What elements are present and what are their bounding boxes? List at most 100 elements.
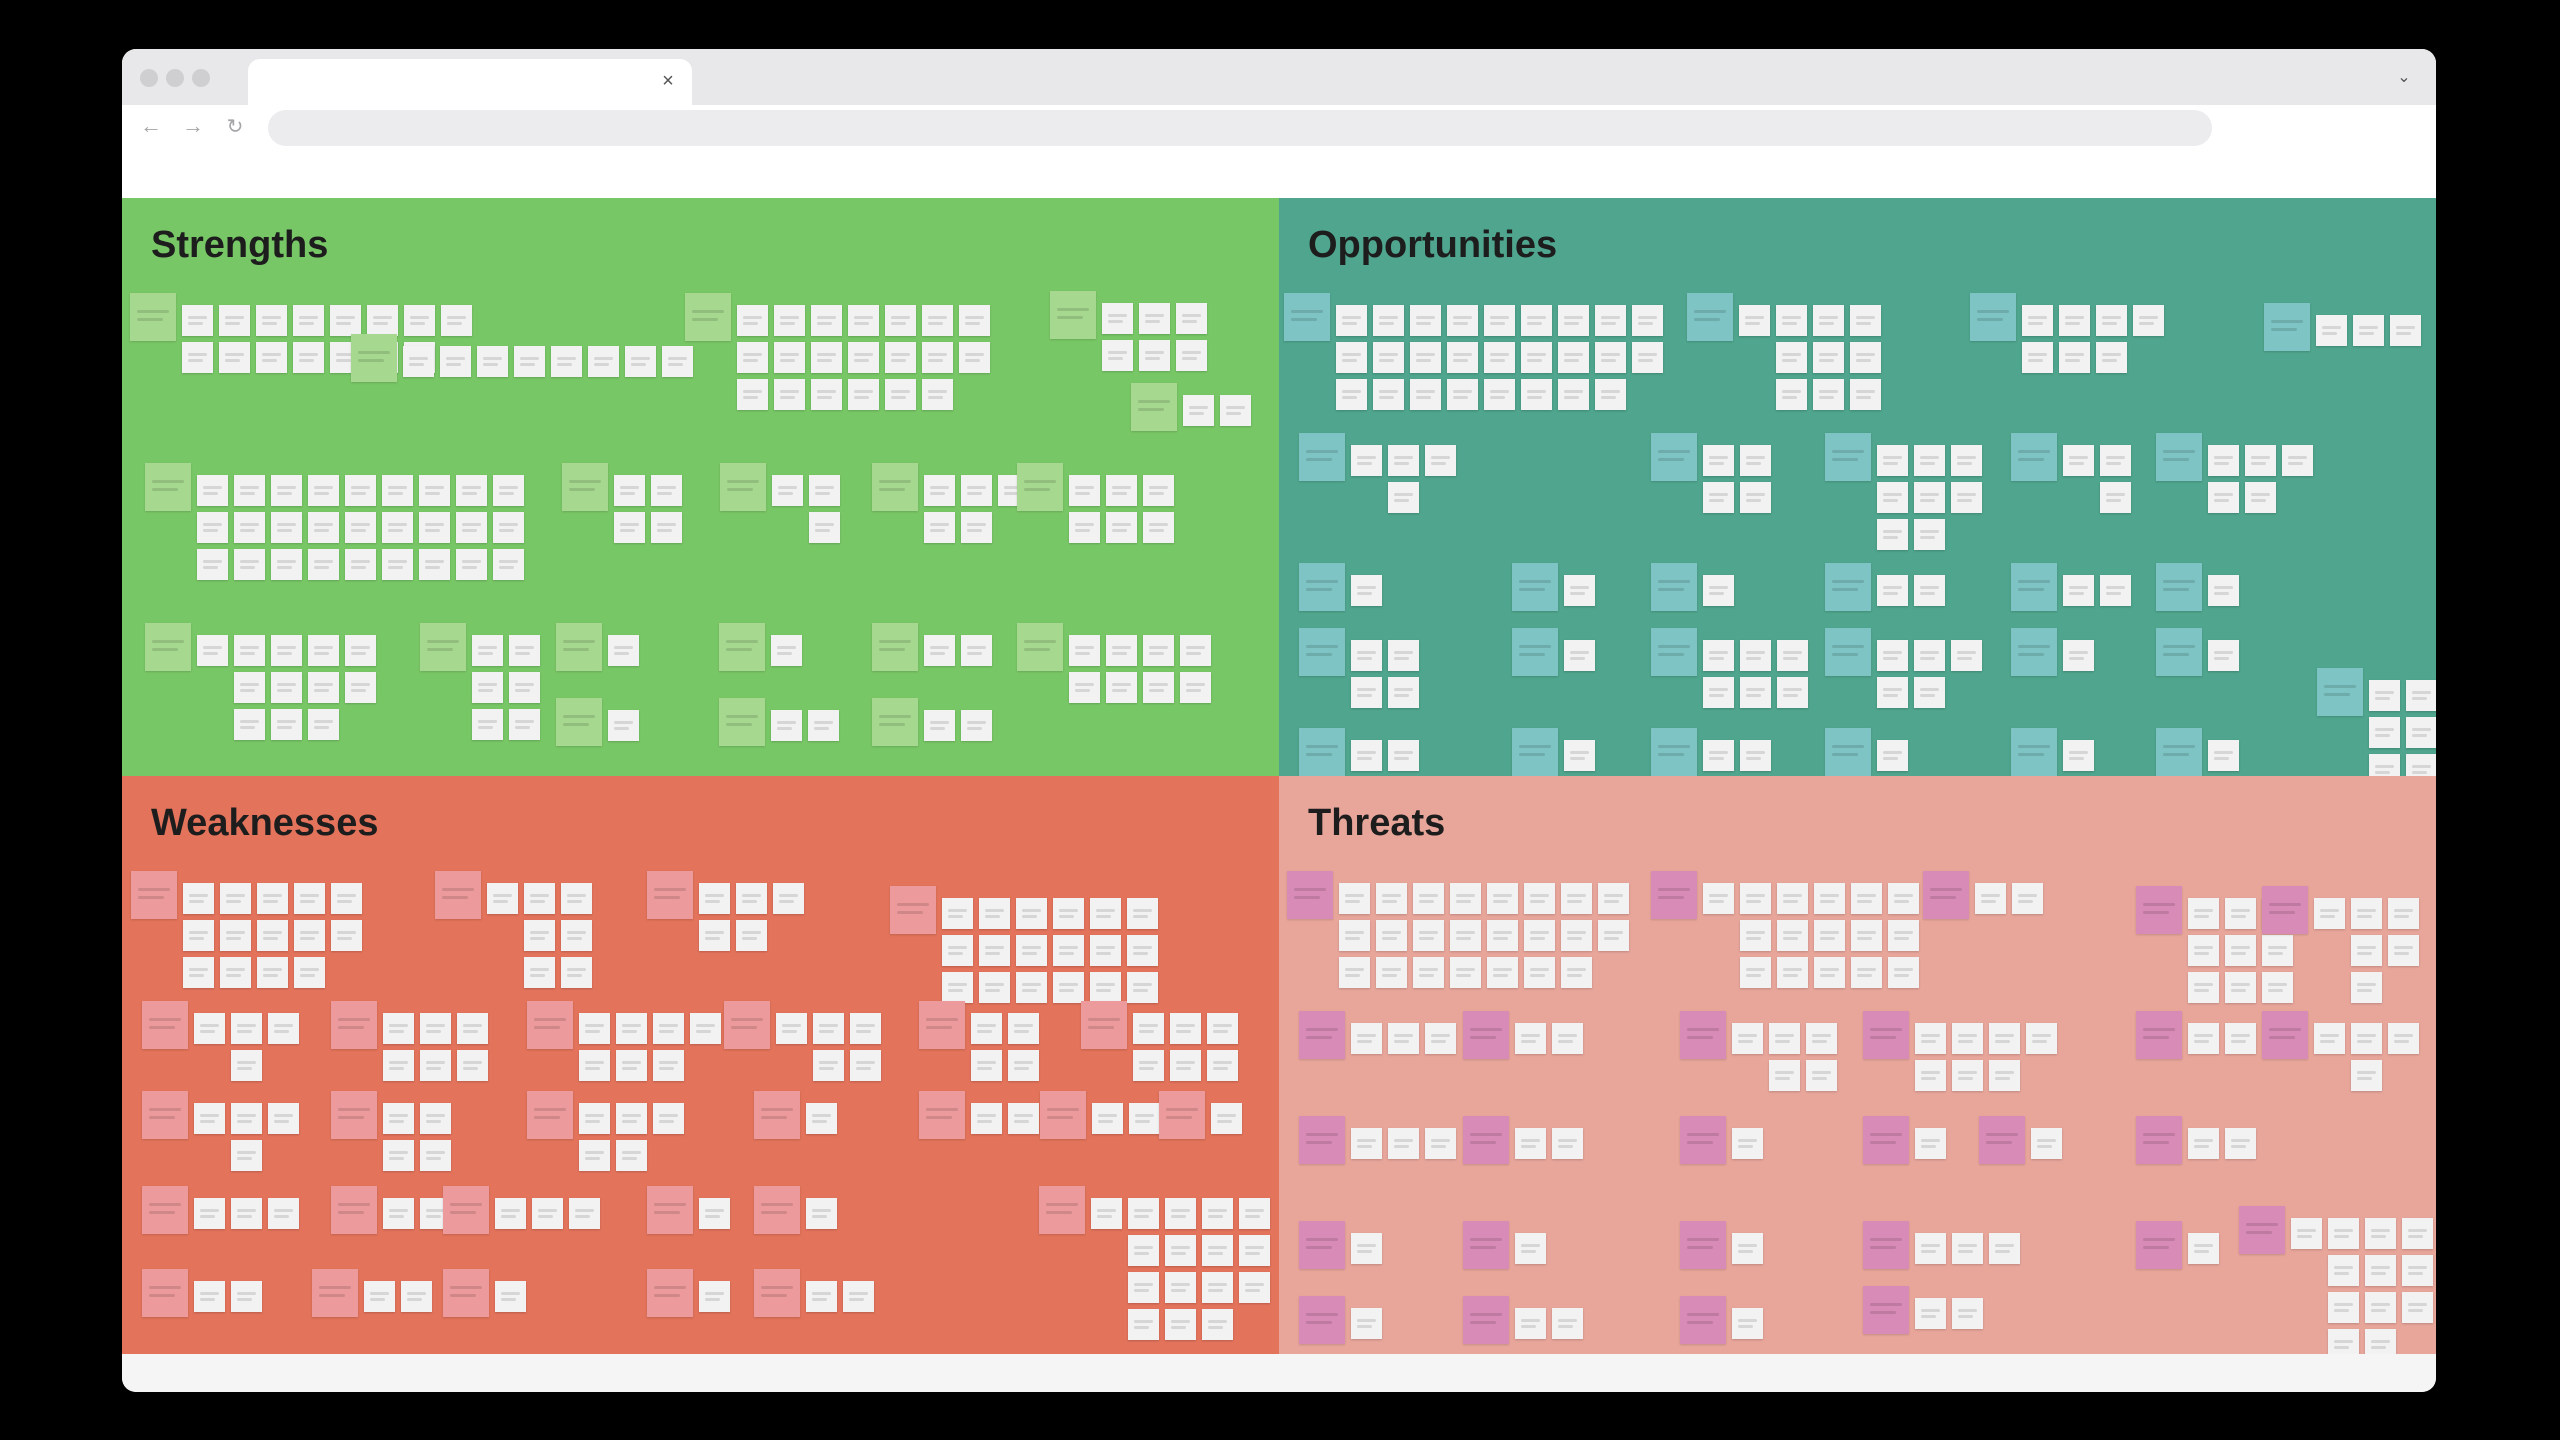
sticky-note[interactable] xyxy=(257,957,288,988)
cluster-header-note[interactable] xyxy=(1825,563,1871,611)
sticky-note[interactable] xyxy=(1777,883,1808,914)
cluster-header-note[interactable] xyxy=(130,293,176,341)
sticky-cluster[interactable] xyxy=(1463,1296,1626,1348)
sticky-cluster[interactable] xyxy=(145,623,382,740)
sticky-note[interactable] xyxy=(1239,1272,1270,1303)
sticky-cluster[interactable] xyxy=(1825,728,1914,776)
sticky-note[interactable] xyxy=(234,475,265,506)
sticky-note[interactable] xyxy=(1740,883,1771,914)
cluster-header-note[interactable] xyxy=(527,1091,573,1139)
browser-tab[interactable]: × xyxy=(248,59,692,105)
sticky-note[interactable] xyxy=(1336,305,1367,336)
sticky-note[interactable] xyxy=(524,957,555,988)
sticky-note[interactable] xyxy=(809,475,840,506)
cluster-header-note[interactable] xyxy=(1863,1221,1909,1269)
sticky-note[interactable] xyxy=(1732,1233,1763,1264)
sticky-note[interactable] xyxy=(942,898,973,929)
sticky-cluster[interactable] xyxy=(1512,563,1601,615)
sticky-note[interactable] xyxy=(1703,575,1734,606)
cluster-header-note[interactable] xyxy=(1131,383,1177,431)
sticky-note[interactable] xyxy=(2406,680,2436,711)
cluster-header-note[interactable] xyxy=(2011,728,2057,776)
cluster-header-note[interactable] xyxy=(919,1091,965,1139)
sticky-note[interactable] xyxy=(2402,1255,2433,1286)
sticky-note[interactable] xyxy=(404,305,435,336)
sticky-note[interactable] xyxy=(1388,740,1419,771)
cluster-header-note[interactable] xyxy=(1863,1011,1909,1059)
sticky-note[interactable] xyxy=(1806,1023,1837,1054)
sticky-note[interactable] xyxy=(813,1050,844,1081)
sticky-note[interactable] xyxy=(234,549,265,580)
cluster-header-note[interactable] xyxy=(1825,628,1871,676)
sticky-note[interactable] xyxy=(806,1281,837,1312)
sticky-note[interactable] xyxy=(1515,1023,1546,1054)
sticky-note[interactable] xyxy=(1595,342,1626,373)
cluster-header-note[interactable] xyxy=(556,623,602,671)
sticky-cluster[interactable] xyxy=(2136,1221,2225,1273)
sticky-note[interactable] xyxy=(737,305,768,336)
sticky-cluster[interactable] xyxy=(1463,1116,1626,1168)
sticky-note[interactable] xyxy=(294,957,325,988)
sticky-note[interactable] xyxy=(808,710,839,741)
sticky-note[interactable] xyxy=(979,935,1010,966)
sticky-note[interactable] xyxy=(1877,740,1908,771)
sticky-note[interactable] xyxy=(1176,340,1207,371)
cluster-header-note[interactable] xyxy=(435,871,481,919)
sticky-note[interactable] xyxy=(1388,482,1419,513)
sticky-note[interactable] xyxy=(1376,883,1407,914)
sticky-note[interactable] xyxy=(271,672,302,703)
sticky-cluster[interactable] xyxy=(1687,293,1887,410)
sticky-cluster[interactable] xyxy=(647,871,810,951)
sticky-note[interactable] xyxy=(2328,1218,2359,1249)
sticky-note[interactable] xyxy=(1769,1023,1800,1054)
sticky-note[interactable] xyxy=(1769,1060,1800,1091)
cluster-header-note[interactable] xyxy=(331,1186,377,1234)
sticky-note[interactable] xyxy=(1521,379,1552,410)
sticky-note[interactable] xyxy=(1914,640,1945,671)
sticky-cluster[interactable] xyxy=(1017,623,1217,703)
cluster-header-note[interactable] xyxy=(1651,871,1697,919)
sticky-note[interactable] xyxy=(1351,1023,1382,1054)
sticky-note[interactable] xyxy=(1806,1060,1837,1091)
sticky-note[interactable] xyxy=(1139,303,1170,334)
sticky-note[interactable] xyxy=(1851,920,1882,951)
sticky-cluster[interactable] xyxy=(1463,1221,1552,1273)
cluster-header-note[interactable] xyxy=(2011,563,2057,611)
sticky-cluster[interactable] xyxy=(1299,1011,1462,1063)
sticky-note[interactable] xyxy=(2031,1128,2062,1159)
sticky-note[interactable] xyxy=(532,1198,563,1229)
sticky-note[interactable] xyxy=(420,1103,451,1134)
sticky-note[interactable] xyxy=(294,920,325,951)
sticky-note[interactable] xyxy=(2026,1023,2057,1054)
sticky-note[interactable] xyxy=(345,549,376,580)
sticky-note[interactable] xyxy=(293,342,324,373)
sticky-note[interactable] xyxy=(1351,575,1382,606)
sticky-note[interactable] xyxy=(308,549,339,580)
sticky-note[interactable] xyxy=(1425,445,1456,476)
sticky-note[interactable] xyxy=(1127,972,1158,1003)
sticky-note[interactable] xyxy=(1339,957,1370,988)
sticky-note[interactable] xyxy=(1487,883,1518,914)
sticky-note[interactable] xyxy=(1102,303,1133,334)
sticky-note[interactable] xyxy=(2063,640,2094,671)
sticky-cluster[interactable] xyxy=(562,463,688,543)
cluster-header-note[interactable] xyxy=(2239,1206,2285,1254)
sticky-cluster[interactable] xyxy=(1284,293,1669,410)
sticky-note[interactable] xyxy=(569,1198,600,1229)
sticky-note[interactable] xyxy=(1373,342,1404,373)
sticky-note[interactable] xyxy=(771,635,802,666)
sticky-note[interactable] xyxy=(2369,754,2400,776)
sticky-cluster[interactable] xyxy=(2317,668,2436,776)
sticky-note[interactable] xyxy=(1552,1023,1583,1054)
sticky-note[interactable] xyxy=(1952,1060,1983,1091)
sticky-note[interactable] xyxy=(922,305,953,336)
sticky-note[interactable] xyxy=(1447,342,1478,373)
sticky-cluster[interactable] xyxy=(1651,433,1777,513)
sticky-note[interactable] xyxy=(330,305,361,336)
sticky-note[interactable] xyxy=(472,709,503,740)
sticky-note[interactable] xyxy=(1106,635,1137,666)
cluster-header-note[interactable] xyxy=(145,463,191,511)
sticky-note[interactable] xyxy=(1915,1128,1946,1159)
sticky-note[interactable] xyxy=(1127,898,1158,929)
sticky-note[interactable] xyxy=(219,342,250,373)
